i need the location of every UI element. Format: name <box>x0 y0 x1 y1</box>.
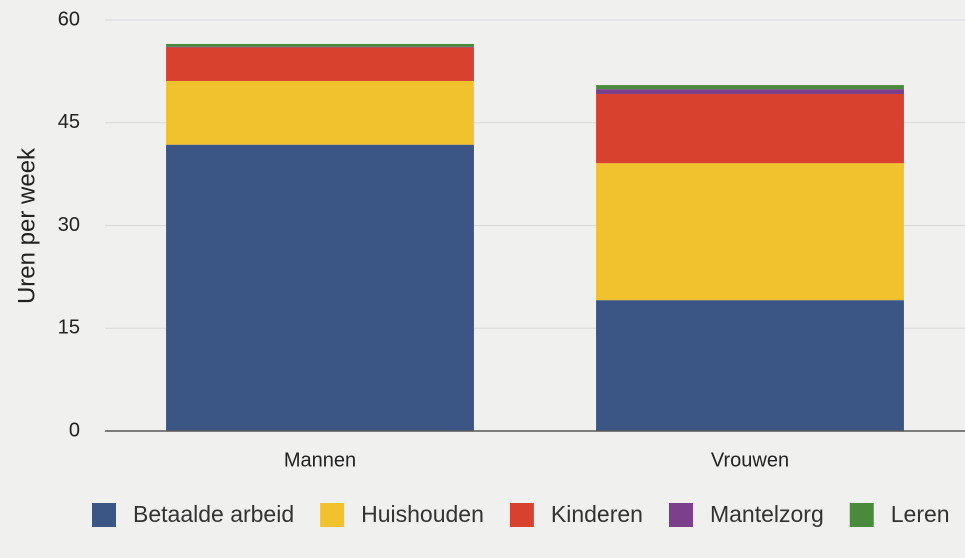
y-tick-label: 30 <box>58 214 80 236</box>
legend-label: Leren <box>891 501 950 527</box>
bar-segment <box>596 93 904 164</box>
legend-label: Kinderen <box>551 501 643 527</box>
bar-segment <box>166 46 474 48</box>
legend-label: Mantelzorg <box>710 501 824 527</box>
legend-swatch <box>668 503 693 527</box>
bar-segment <box>596 89 904 94</box>
x-tick-label: Vrouwen <box>711 449 789 471</box>
bar-segment <box>166 43 474 47</box>
legend-label: Betaalde arbeid <box>133 501 294 527</box>
legend-swatch <box>92 503 116 527</box>
x-tick-label: Mannen <box>284 449 356 471</box>
bar-segment <box>166 144 474 432</box>
y-tick-label: 0 <box>69 419 80 441</box>
bar-segment <box>166 80 474 145</box>
legend-swatch <box>849 503 874 527</box>
bar-segment <box>596 300 904 431</box>
y-tick-label: 60 <box>58 8 80 30</box>
y-tick-label: 45 <box>58 111 80 133</box>
y-tick-label: 15 <box>58 317 80 339</box>
y-axis-label: Uren per week <box>13 147 40 304</box>
bar-segment <box>596 85 904 90</box>
bar-segment <box>166 47 474 81</box>
legend-swatch <box>509 503 534 527</box>
legend-swatch <box>320 503 345 527</box>
bar-segment <box>596 163 904 301</box>
legend-label: Huishouden <box>361 501 484 527</box>
